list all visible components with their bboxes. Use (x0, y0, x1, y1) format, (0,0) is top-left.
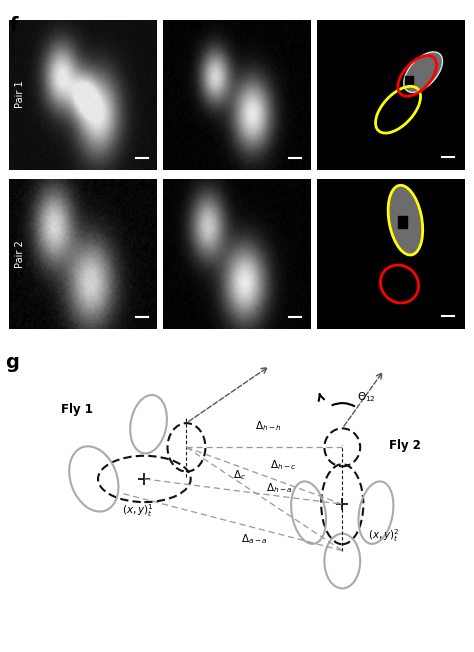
Text: f: f (9, 16, 18, 35)
Text: Fly 1: Fly 1 (61, 403, 93, 416)
Text: $\Delta_{a-a}$: $\Delta_{a-a}$ (241, 533, 267, 546)
Text: g: g (5, 353, 19, 372)
Text: $(x,y)^2_t$: $(x,y)^2_t$ (367, 527, 399, 544)
Text: $\Delta_c$: $\Delta_c$ (233, 469, 246, 482)
Polygon shape (383, 104, 391, 113)
Text: $\Delta_{h-h}$: $\Delta_{h-h}$ (255, 419, 282, 433)
Text: $\Delta_{h-a}$: $\Delta_{h-a}$ (266, 481, 293, 495)
Polygon shape (405, 76, 413, 85)
Text: Pair 1: Pair 1 (15, 81, 26, 108)
Text: $(x,y)^1_t$: $(x,y)^1_t$ (122, 502, 154, 519)
Text: Fly 2: Fly 2 (389, 439, 420, 452)
Ellipse shape (404, 52, 443, 93)
Text: Pair 2: Pair 2 (15, 240, 26, 268)
Polygon shape (393, 269, 402, 280)
Text: $\Theta_{12}$: $\Theta_{12}$ (357, 390, 376, 404)
Ellipse shape (388, 185, 423, 255)
Text: $\Delta_{h-c}$: $\Delta_{h-c}$ (270, 458, 297, 471)
Polygon shape (388, 284, 397, 295)
Polygon shape (398, 216, 407, 228)
